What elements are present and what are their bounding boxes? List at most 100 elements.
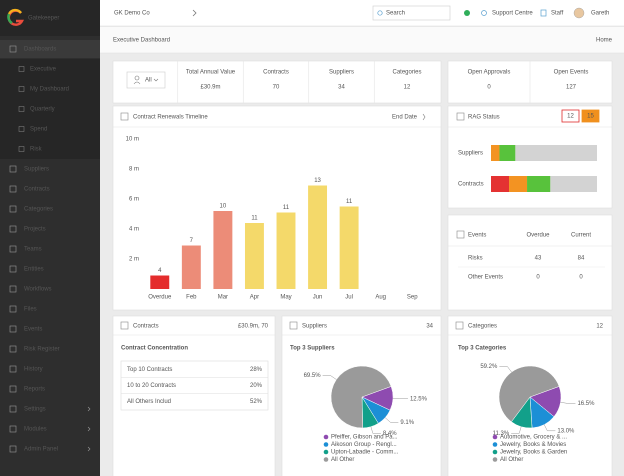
submenu-item[interactable]: Risk	[30, 147, 43, 153]
bar[interactable]	[150, 275, 170, 290]
company-chevron[interactable]	[192, 9, 197, 17]
sort-chevron[interactable]	[422, 113, 426, 121]
pie-value-label: 12.5%	[410, 396, 428, 402]
cell-value[interactable]: 84	[578, 256, 585, 262]
menu-item[interactable]: Reports	[24, 387, 45, 393]
table-value: 52%	[250, 399, 263, 405]
bar[interactable]	[213, 211, 233, 289]
events-panel	[447, 214, 613, 311]
stacked-bar-segment[interactable]	[491, 176, 510, 192]
filter-value[interactable]: All	[145, 78, 152, 84]
row-label: Suppliers	[458, 151, 483, 157]
menu-item[interactable]: Contracts	[24, 187, 50, 193]
bar[interactable]	[181, 245, 201, 290]
cell-value[interactable]: 0	[536, 275, 540, 281]
legend-label[interactable]: Jewelry, Books & Movies	[500, 442, 566, 448]
panel-icon	[456, 230, 465, 239]
logo-icon	[7, 8, 25, 26]
legend-swatch	[492, 449, 498, 455]
table-value: 20%	[250, 383, 263, 389]
submenu-item[interactable]: Quarterly	[30, 107, 55, 113]
menu-item[interactable]: Risk Register	[24, 347, 60, 353]
stacked-bar-segment[interactable]	[491, 145, 500, 161]
leader-line	[543, 424, 556, 432]
staff-link[interactable]: Staff	[551, 11, 564, 17]
company-name[interactable]: GK Demo Co	[114, 11, 150, 17]
table-link[interactable]: Top 10 Contracts	[127, 367, 172, 373]
stacked-bar-segment[interactable]	[527, 176, 551, 192]
support-link[interactable]: Support Centre	[492, 11, 533, 17]
menu-item[interactable]: Workflows	[24, 287, 52, 293]
submenu-background	[0, 59, 100, 159]
menu-icon	[9, 405, 17, 413]
bar[interactable]	[308, 185, 328, 290]
stacked-bar-segment[interactable]	[515, 145, 597, 161]
panel-summary: £30.9m, 70	[238, 324, 269, 330]
submenu-icon	[18, 106, 25, 112]
stat-label: Suppliers	[329, 70, 354, 76]
legend-label[interactable]: Jewelry, Books & Garden	[500, 450, 567, 456]
menu-item[interactable]: Projects	[24, 227, 46, 233]
menu-item[interactable]: History	[24, 367, 43, 373]
legend-label[interactable]: All Other	[500, 457, 523, 463]
stat-value: 12	[404, 85, 411, 91]
pie-slice[interactable]	[498, 365, 560, 423]
legend-label[interactable]: All Other	[331, 457, 354, 463]
stacked-bar-segment[interactable]	[499, 145, 516, 161]
bar-count-label: 11	[346, 199, 353, 205]
search-box[interactable]	[372, 5, 451, 21]
panel-icon	[120, 321, 129, 330]
legend-swatch	[323, 457, 329, 462]
table-link[interactable]: All Others Includ	[127, 399, 171, 405]
y-tick-label: 6 m	[129, 197, 139, 203]
leader-line	[322, 375, 337, 380]
stacked-bar-segment[interactable]	[550, 176, 597, 192]
submenu-icon	[18, 146, 25, 152]
menu-item[interactable]: Admin Panel	[24, 447, 58, 453]
submenu-icon	[18, 126, 25, 132]
legend-label[interactable]: Upton-Labadie - Comm...	[331, 450, 399, 456]
menu-item[interactable]: Modules	[24, 427, 47, 433]
active-menu-row[interactable]	[0, 40, 100, 58]
submenu-item[interactable]: Executive	[30, 67, 57, 73]
sort-label[interactable]: End Date	[392, 115, 418, 121]
stacked-bar-segment[interactable]	[509, 176, 528, 192]
bar[interactable]	[244, 223, 264, 289]
legend-label[interactable]: Aikoson Group - Rengl...	[331, 442, 397, 448]
breadcrumb[interactable]: Home	[596, 38, 613, 44]
menu-item[interactable]: Entities	[24, 267, 44, 273]
submenu-icon	[18, 66, 25, 72]
bar[interactable]	[339, 206, 359, 290]
legend-label[interactable]: Pfeiffer, Gibson and Pa...	[331, 435, 398, 441]
menu-item[interactable]: Teams	[24, 247, 42, 253]
submenu-item[interactable]: My Dashboard	[30, 87, 69, 93]
user-name[interactable]: Gareth	[591, 11, 609, 17]
column-header: Current	[571, 233, 591, 239]
stat-label: Open Approvals	[468, 70, 511, 76]
chart-title: Top 3 Suppliers	[290, 346, 335, 352]
menu-icon	[9, 345, 17, 353]
avatar[interactable]	[573, 7, 585, 19]
table-link[interactable]: 10 to 20 Contracts	[127, 383, 176, 389]
pie-value-label: 13.0%	[557, 428, 575, 434]
menu-item[interactable]: Events	[24, 327, 42, 333]
bar[interactable]	[276, 212, 296, 290]
submenu-item[interactable]: Spend	[30, 127, 47, 133]
menu-icon	[9, 185, 17, 193]
menu-item[interactable]: Categories	[24, 207, 53, 213]
legend-swatch	[323, 449, 329, 455]
chart-title: Top 3 Categories	[458, 346, 507, 352]
menu-item[interactable]: Dashboards	[24, 47, 56, 53]
legend-label[interactable]: Automotive, Grocery & ...	[500, 435, 567, 441]
menu-item[interactable]: Settings	[24, 407, 46, 413]
notification-icon[interactable]	[464, 10, 470, 16]
menu-item[interactable]: Files	[24, 307, 37, 313]
filter-icon-body	[133, 81, 141, 85]
cell-value[interactable]: 0	[579, 275, 583, 281]
pie-value-label: 9.1%	[400, 420, 414, 426]
cell-value[interactable]: 43	[535, 256, 542, 262]
menu-item[interactable]: Suppliers	[24, 167, 49, 173]
chart-title: Contract Renewals Timeline	[133, 115, 208, 121]
